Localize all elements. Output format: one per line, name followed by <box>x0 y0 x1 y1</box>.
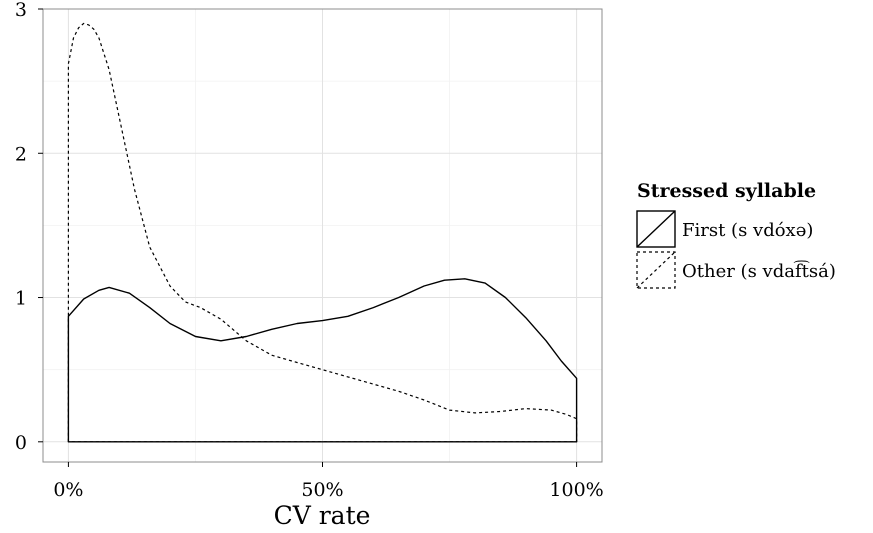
legend-label-first: First (s vdóxə) <box>682 220 813 241</box>
x-tick-label: 100% <box>549 479 603 501</box>
legend: Stressed syllable First (s vdóxə) Other … <box>636 180 836 289</box>
density-series-0 <box>67 278 578 443</box>
plot-area: 0% 50% 100% 0 1 2 3 <box>15 0 604 501</box>
legend-label-other: Other (s vdaf͡tsá) <box>682 260 836 282</box>
legend-item-first: First (s vdóxə) <box>636 210 813 248</box>
y-tick-label: 0 <box>15 432 27 454</box>
legend-key-first <box>636 210 676 248</box>
legend-key-other <box>636 251 676 289</box>
density-series-1 <box>67 22 578 443</box>
legend-key-other-line <box>636 251 676 289</box>
x-tick-label: 0% <box>53 479 83 501</box>
y-tick-label: 2 <box>15 143 27 165</box>
y-tick-label: 3 <box>15 0 27 21</box>
x-axis-title: CV rate <box>274 501 371 530</box>
x-tick-label: 50% <box>301 479 343 501</box>
legend-item-other: Other (s vdaf͡tsá) <box>636 251 836 289</box>
y-tick-label: 1 <box>15 288 27 310</box>
legend-title: Stressed syllable <box>637 180 816 202</box>
legend-key-first-line <box>636 210 676 248</box>
